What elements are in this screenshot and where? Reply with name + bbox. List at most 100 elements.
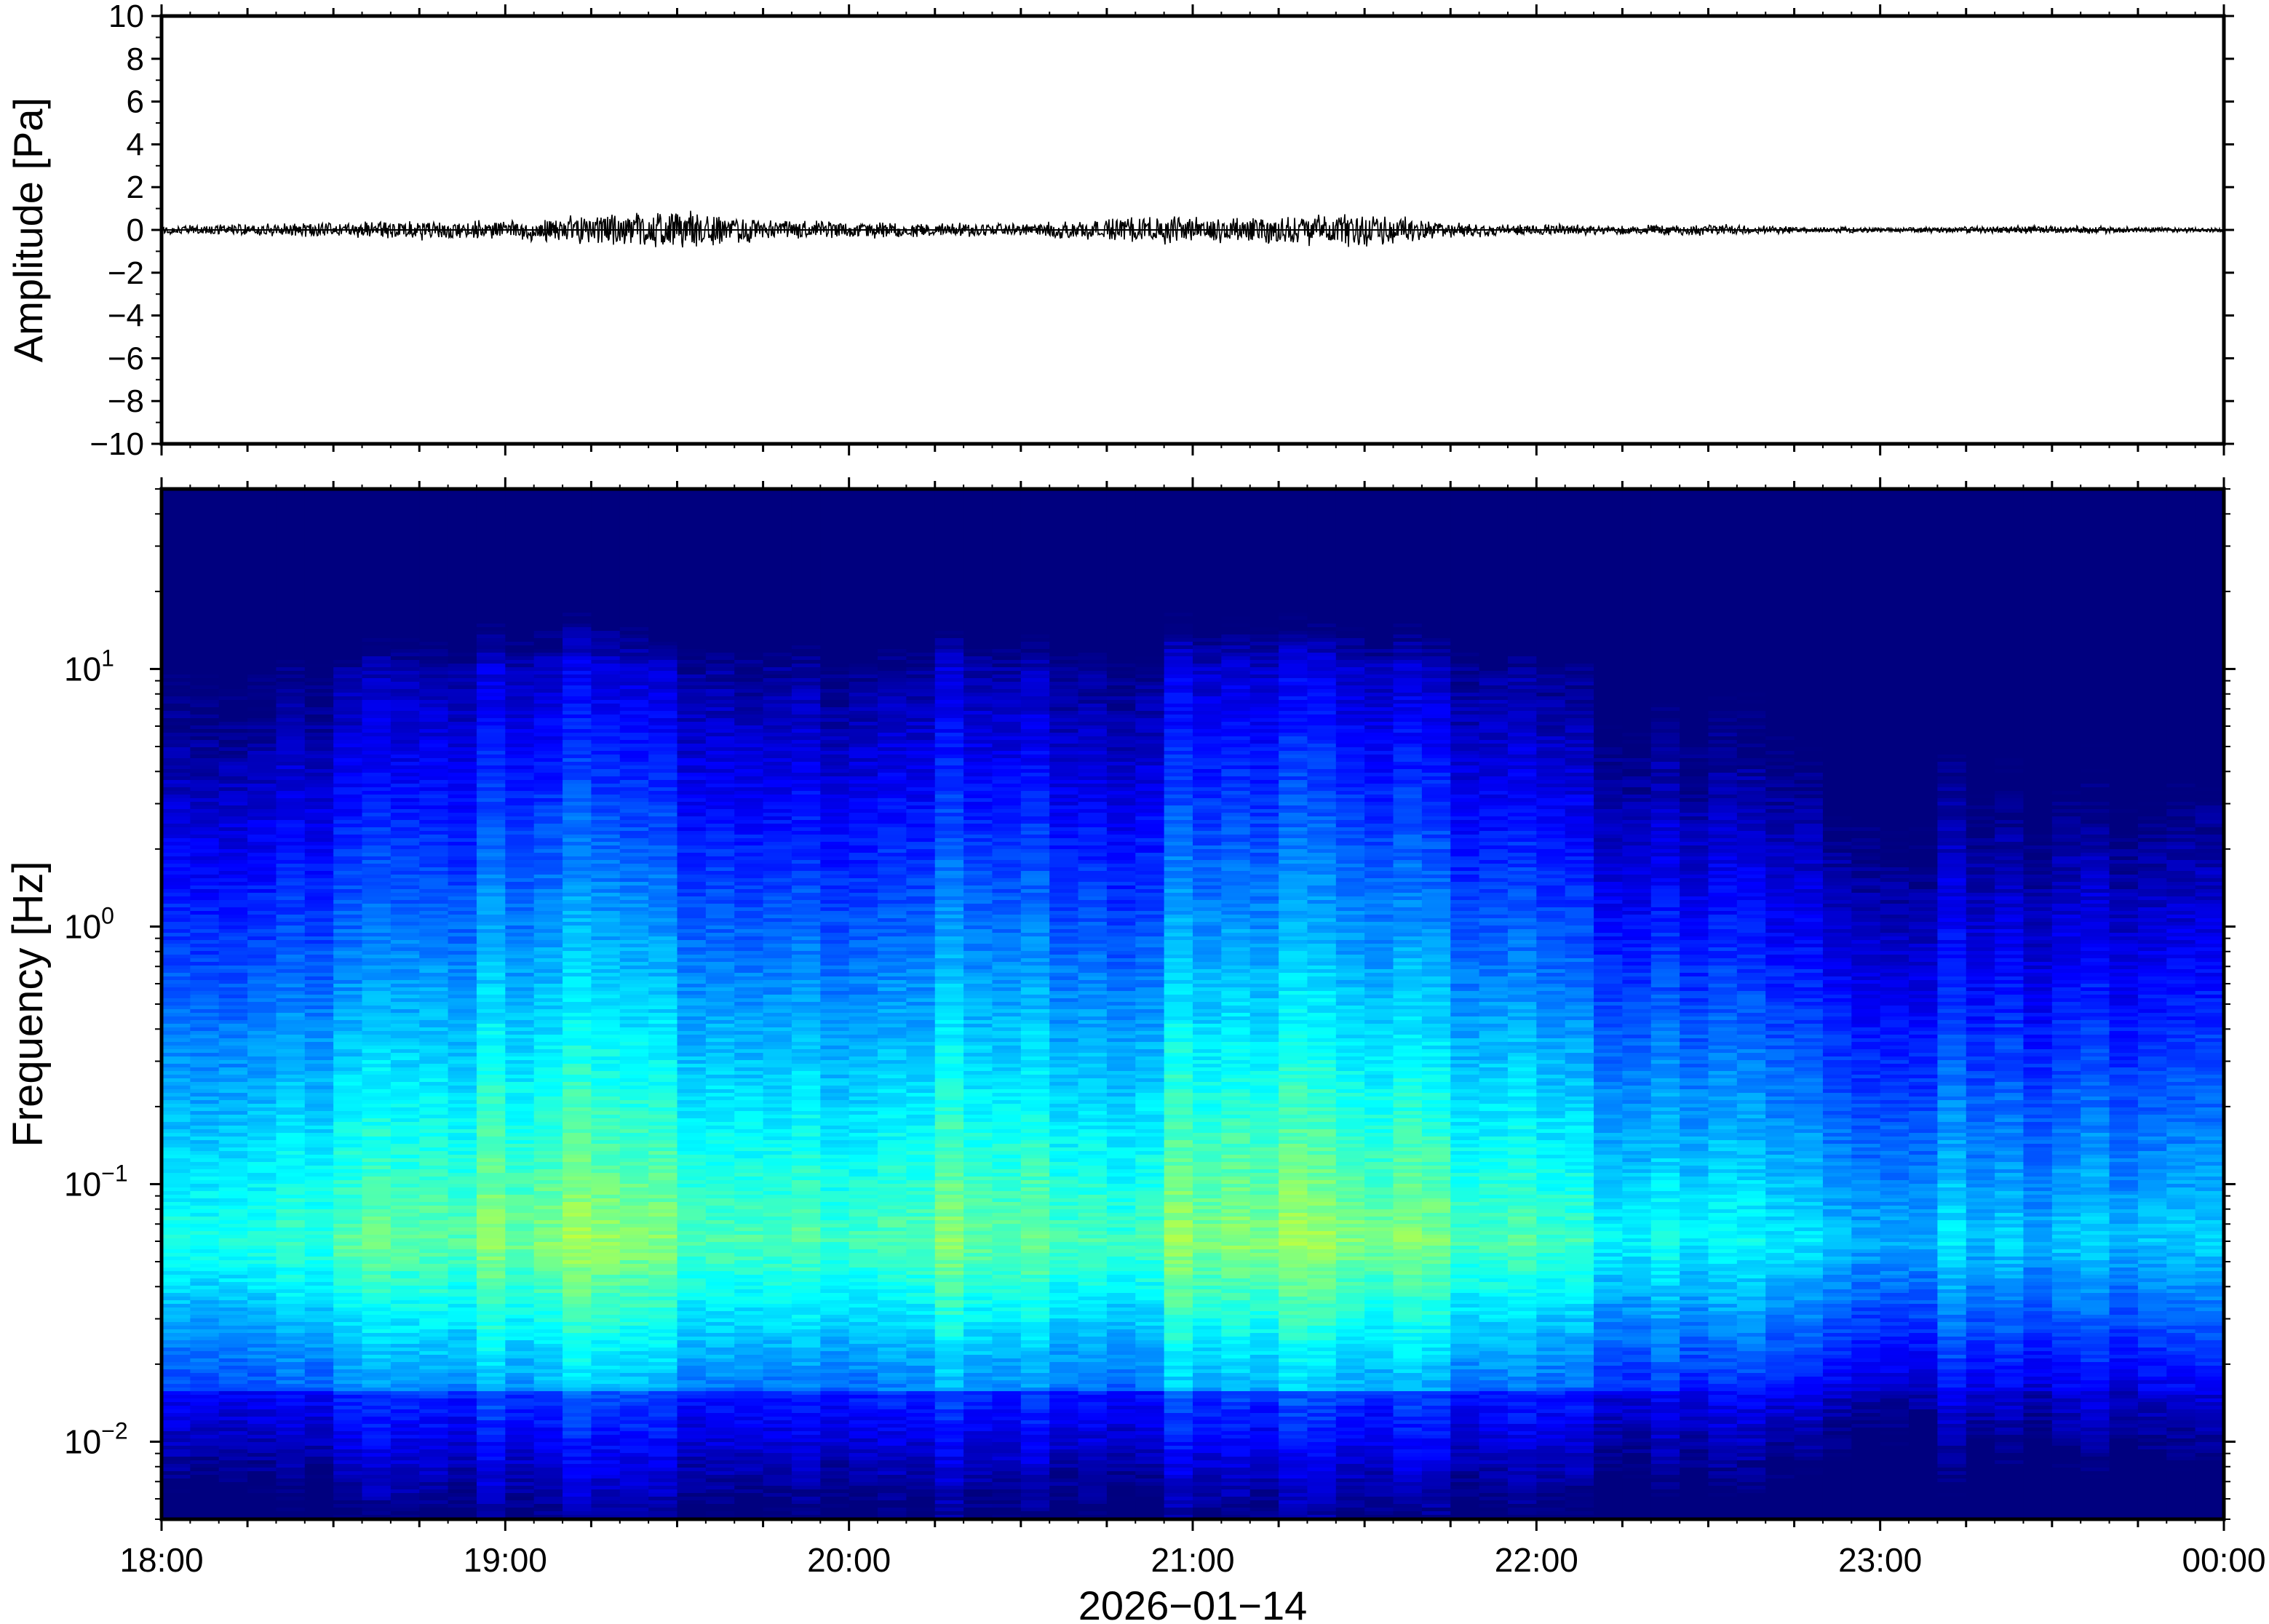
spectrogram-cell bbox=[390, 969, 420, 974]
spectrogram-cell bbox=[362, 1020, 392, 1024]
spectrogram-cell bbox=[419, 896, 449, 901]
spectrogram-cell bbox=[390, 1438, 420, 1443]
spectrogram-cell bbox=[619, 762, 649, 766]
spectrogram-cell bbox=[162, 955, 191, 959]
spectrogram-cell bbox=[419, 667, 449, 672]
spectrogram-cell bbox=[619, 1395, 649, 1399]
spectrogram-cell bbox=[276, 729, 306, 733]
spectrogram-cell bbox=[448, 1031, 477, 1035]
spectrogram-cell bbox=[276, 1082, 306, 1086]
spectrogram-cell bbox=[304, 551, 334, 555]
spectrogram-cell bbox=[476, 503, 506, 508]
spectrogram-cell bbox=[190, 544, 220, 548]
spectrogram-cell bbox=[476, 864, 506, 868]
spectrogram-cell bbox=[362, 845, 392, 850]
spectrogram-cell bbox=[218, 533, 248, 537]
spectrogram-cell bbox=[533, 664, 563, 668]
spectrogram-cell bbox=[247, 503, 277, 508]
spectrogram-cell bbox=[304, 1235, 334, 1239]
spectrogram-cell bbox=[448, 1147, 477, 1152]
spectrogram-cell bbox=[619, 878, 649, 883]
spectrogram-cell bbox=[162, 1257, 191, 1261]
spectrogram-cell bbox=[591, 518, 621, 522]
spectrogram-cell bbox=[162, 584, 191, 588]
spectrogram-cell bbox=[419, 1435, 449, 1439]
spectrogram-cell bbox=[619, 995, 649, 999]
spectrogram-cell bbox=[619, 554, 649, 559]
spectrogram-cell bbox=[362, 685, 392, 690]
spectrogram-cell bbox=[276, 835, 306, 839]
spectrogram-cell bbox=[218, 827, 248, 832]
spectrogram-cell bbox=[448, 544, 477, 548]
spectrogram-cell bbox=[619, 1413, 649, 1417]
spectrogram-cell bbox=[505, 674, 535, 679]
spectrogram-cell bbox=[218, 1315, 248, 1319]
spectrogram-cell bbox=[619, 802, 649, 806]
spectrogram-cell bbox=[162, 896, 191, 901]
spectrogram-cell bbox=[505, 1475, 535, 1479]
spectrogram-cell bbox=[533, 1064, 563, 1068]
spectrogram-cell bbox=[533, 696, 563, 701]
spectrogram-cell bbox=[563, 1042, 592, 1046]
spectrogram-cell bbox=[304, 500, 334, 504]
spectrogram-cell bbox=[563, 1500, 592, 1505]
spectrogram-cell bbox=[162, 1137, 191, 1141]
spectrogram-cell bbox=[218, 1173, 248, 1177]
spectrogram-cell bbox=[591, 729, 621, 733]
spectrogram-cell bbox=[304, 704, 334, 708]
spectrogram-cell bbox=[247, 1246, 277, 1250]
spectrogram-cell bbox=[533, 1468, 563, 1472]
spectrogram-cell bbox=[448, 1497, 477, 1501]
spectrogram-cell bbox=[276, 773, 306, 777]
spectrogram-cell bbox=[390, 856, 420, 861]
spectrogram-cell bbox=[218, 878, 248, 883]
spectrogram-cell bbox=[619, 911, 649, 915]
spectrogram-cell bbox=[162, 1111, 191, 1115]
spectrogram-cell bbox=[448, 1195, 477, 1199]
spectrogram-cell bbox=[276, 1180, 306, 1185]
spectrogram-cell bbox=[591, 962, 621, 966]
spectrogram-cell bbox=[419, 1293, 449, 1297]
spectrogram-cell bbox=[505, 867, 535, 872]
spectrogram-cell bbox=[563, 922, 592, 926]
spectrogram-cell bbox=[247, 1486, 277, 1490]
spectrogram-cell bbox=[505, 820, 535, 824]
spectrogram-cell bbox=[448, 845, 477, 850]
spectrogram-cell bbox=[362, 1035, 392, 1039]
spectrogram-cell bbox=[190, 926, 220, 930]
spectrogram-cell bbox=[591, 1031, 621, 1035]
spectrogram-cell bbox=[505, 784, 535, 788]
spectrogram-cell bbox=[563, 751, 592, 755]
spectrogram-cell bbox=[448, 580, 477, 584]
spectrogram-cell bbox=[591, 842, 621, 846]
spectrogram-cell bbox=[390, 671, 420, 675]
spectrogram-cell bbox=[419, 1249, 449, 1254]
spectrogram-cell bbox=[448, 882, 477, 886]
spectrogram-cell bbox=[619, 667, 649, 672]
spectrogram-cell bbox=[533, 1035, 563, 1039]
spectrogram-cell bbox=[190, 1282, 220, 1286]
spectrogram-cell bbox=[362, 765, 392, 770]
spectrogram-cell bbox=[276, 951, 306, 955]
spectrogram-cell bbox=[419, 969, 449, 974]
spectrogram-cell bbox=[448, 1348, 477, 1352]
spectrogram-cell bbox=[190, 1184, 220, 1188]
spectrogram-cell bbox=[162, 664, 191, 668]
spectrogram-cell bbox=[190, 1126, 220, 1130]
spectrogram-cell bbox=[218, 1468, 248, 1472]
spectrogram-cell bbox=[362, 1082, 392, 1086]
spectrogram-cell bbox=[247, 1184, 277, 1188]
spectrogram-cell bbox=[218, 835, 248, 839]
spectrogram-cell bbox=[533, 1187, 563, 1192]
spectrogram-cell bbox=[247, 1511, 277, 1516]
spectrogram-cell bbox=[304, 962, 334, 966]
spectrogram-cell bbox=[476, 773, 506, 777]
spectrogram-cell bbox=[591, 1438, 621, 1443]
spectrogram-cell bbox=[476, 1373, 506, 1377]
spectrogram-cell bbox=[333, 1464, 363, 1468]
spectrogram-cell bbox=[563, 678, 592, 682]
spectrogram-cell bbox=[591, 1227, 621, 1232]
spectrogram-cell bbox=[591, 1257, 621, 1261]
spectrogram-cell bbox=[247, 1431, 277, 1436]
spectrogram-cell bbox=[247, 842, 277, 846]
